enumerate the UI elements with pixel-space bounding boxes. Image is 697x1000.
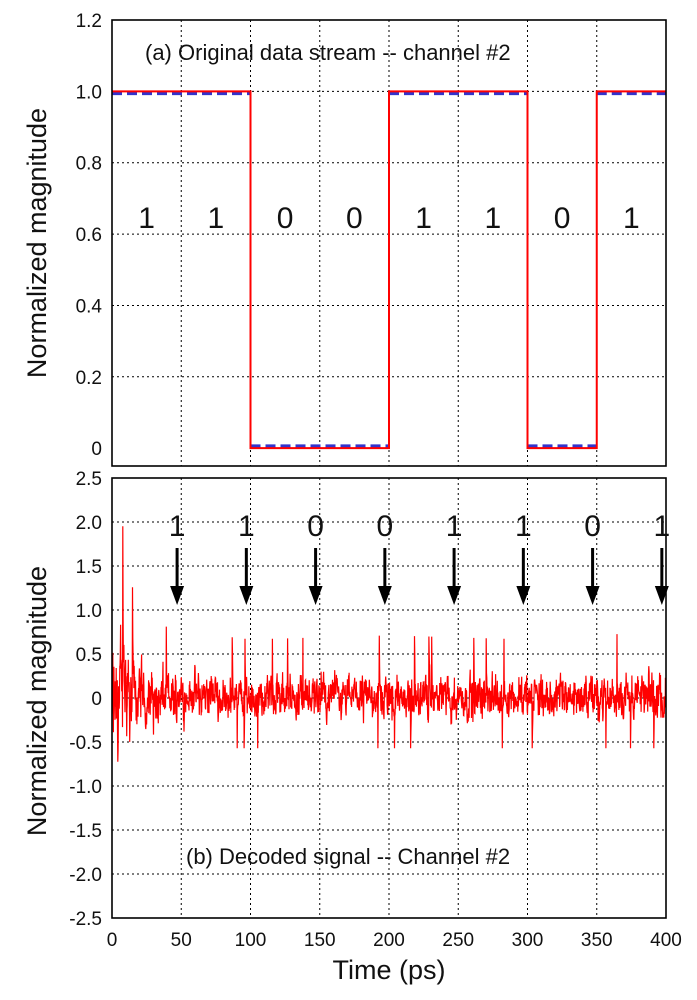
panel-a-y-tick-label: 1.0 [76, 82, 102, 103]
panel-b-bit-label: 1 [654, 510, 671, 543]
panel-b-x-tick-label: 100 [235, 930, 267, 951]
panel-b-bit-arrow-head [239, 586, 254, 605]
panel-a-original-data-stream: 0 0.2 0.4 0.6 0.8 1.0 1.2 1 1 0 0 1 1 0 1 (a) Origina… [22, 11, 667, 467]
panel-a-bit-label: 1 [208, 202, 225, 235]
panel-b-x-tick-label: 200 [373, 930, 405, 951]
panel-a-y-tick-label: 0.6 [76, 225, 102, 246]
panel-b-bit-label: 0 [584, 510, 601, 543]
panel-a-frame [111, 19, 667, 467]
panel-b-y-tick-label: 0 [91, 689, 102, 710]
panel-b-title: (b) Decoded signal -- Channel #2 [186, 844, 510, 869]
panel-a-bit-label: 1 [485, 202, 502, 235]
panel-b-bit-label: 1 [446, 510, 463, 543]
panel-b-x-tick-label: 50 [171, 930, 192, 951]
panel-b-x-tick-labels: 0 50 100 150 200 250 300 350 400 [107, 930, 682, 951]
panel-b-y-tick-label: 1.0 [76, 601, 102, 622]
panel-b-y-tick-label: -1.0 [69, 777, 102, 798]
panel-b-bit-arrow-head [516, 586, 531, 605]
panel-b-bit-arrow-head [170, 586, 185, 605]
panel-b-series [112, 526, 666, 762]
panel-b-bit-arrow-head [308, 586, 323, 605]
panel-a-title: (a) Original data stream -- channel #2 [145, 40, 511, 65]
panel-b-frame [111, 477, 667, 919]
panel-b-y-tick-label: 2.0 [76, 513, 102, 534]
panel-b-bit-arrow-head [377, 586, 392, 605]
panel-a-bit-label: 0 [346, 202, 363, 235]
panel-a-bit-label: 0 [277, 202, 294, 235]
panel-b-y-tick-label: -1.5 [69, 821, 102, 842]
panel-a-y-tick-label: 1.2 [76, 11, 102, 32]
panel-b-bit-label: 0 [377, 510, 394, 543]
panel-a-bit-label: 1 [415, 202, 432, 235]
panel-b-bit-label: 0 [307, 510, 324, 543]
panel-b-bit-label: 1 [238, 510, 255, 543]
panel-b-y-axis-title: Normalized magnitude [22, 566, 52, 836]
x-axis-title: Time (ps) [333, 955, 446, 985]
panel-b-y-tick-label: -2.5 [69, 909, 102, 930]
panel-a-y-tick-labels: 0 0.2 0.4 0.6 0.8 1.0 1.2 [76, 11, 103, 460]
panel-b-bit-arrow-head [585, 586, 600, 605]
panel-b-bit-arrows: 1 1 0 0 1 1 0 1 [169, 510, 670, 605]
panel-b-y-tick-label: 1.5 [76, 557, 102, 578]
panel-b-y-tick-label: -0.5 [69, 733, 102, 754]
panel-a-y-tick-label: 0 [91, 439, 102, 460]
panel-b-bit-label: 1 [515, 510, 532, 543]
panel-b-y-tick-label: -2.0 [69, 865, 102, 886]
panel-a-y-tick-label: 0.8 [76, 154, 102, 175]
panel-a-series [112, 90, 666, 450]
panel-a-square-wave [112, 90, 666, 450]
panel-b-decoded-signal-trace [112, 526, 666, 762]
panel-b-bit-arrow-head [447, 586, 462, 605]
panel-b-x-tick-label: 250 [442, 930, 474, 951]
panel-b-x-tick-label: 400 [650, 930, 682, 951]
panel-b-y-tick-labels: 2.5 2.0 1.5 1.0 0.5 0 -0.5 -1.0 -1.5 -2.0 -2.5 [69, 469, 102, 930]
panel-b-decoded-signal: 2.5 2.0 1.5 1.0 0.5 0 -0.5 -1.0 -1.5 -2.0 -2.5 0 50… [22, 469, 682, 985]
panel-a-bit-label: 1 [138, 202, 155, 235]
panel-b-y-tick-label: 0.5 [76, 645, 102, 666]
panel-b-bit-arrow-head [654, 586, 669, 605]
panel-a-bit-labels: 1 1 0 0 1 1 0 1 [138, 202, 639, 235]
panel-a-bit-label: 1 [623, 202, 640, 235]
panel-b-x-tick-label: 300 [512, 930, 544, 951]
panel-a-y-axis-title: Normalized magnitude [22, 108, 52, 378]
panel-b-bit-label: 1 [169, 510, 186, 543]
panel-a-y-tick-label: 0.2 [76, 368, 102, 389]
panel-b-y-tick-label: 2.5 [76, 469, 102, 490]
panel-b-x-tick-label: 0 [107, 930, 118, 951]
panel-b-x-tick-label: 350 [581, 930, 613, 951]
panel-a-bit-label: 0 [554, 202, 571, 235]
panel-b-x-tick-label: 150 [304, 930, 336, 951]
panel-a-y-tick-label: 0.4 [76, 296, 103, 317]
